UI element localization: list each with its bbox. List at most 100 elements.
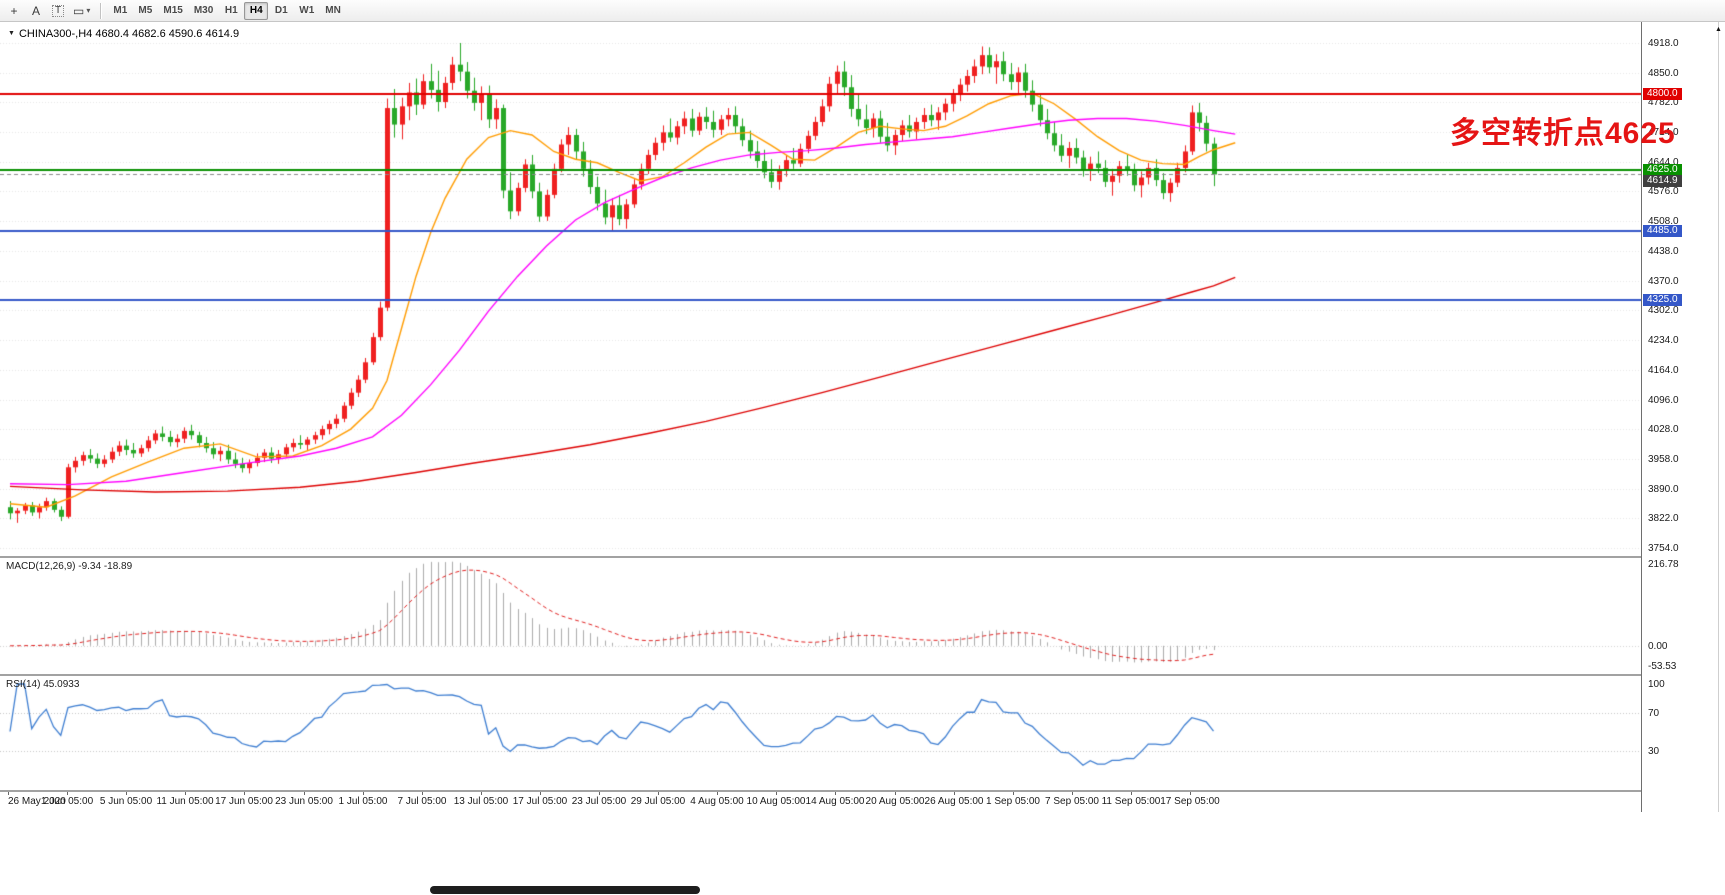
macd-canvas[interactable]: [0, 558, 1641, 674]
bottom-scrollbar-thumb[interactable]: [430, 886, 700, 894]
time-axis-label: 23 Jun 05:00: [275, 796, 333, 807]
price-tick-label: 4370.0: [1648, 275, 1679, 287]
price-tick-label: 4096.0: [1648, 394, 1679, 406]
rsi-panel: RSI(14) 45.0933: [0, 676, 1641, 790]
price-tick-label: 4164.0: [1648, 365, 1679, 377]
time-axis-label: 5 Jun 05:00: [99, 796, 153, 807]
crosshair-tool-button[interactable]: +: [4, 2, 24, 20]
price-tick-label: 4850.0: [1648, 67, 1679, 79]
time-axis[interactable]: 26 May 2020 1 Jun 05:00 5 Jun 05:00 11 Jun …: [0, 792, 1641, 812]
text-tool-icon: A: [31, 3, 40, 18]
time-axis-tick: [1072, 792, 1073, 795]
time-axis-tick: [954, 792, 955, 795]
shapes-tool-button[interactable]: ▭ ▾: [70, 2, 93, 20]
time-axis-label: 10 Aug 05:00: [746, 796, 806, 807]
timeframe-button-h1[interactable]: H1: [219, 2, 243, 20]
rsi-scale-label: 100: [1648, 679, 1665, 690]
rsi-canvas[interactable]: [0, 676, 1641, 790]
price-tick-label: 4782.0: [1648, 97, 1679, 108]
timeframe-button-m1[interactable]: M1: [108, 2, 132, 20]
time-axis-tick: [185, 792, 186, 795]
time-axis-tick: [363, 792, 364, 795]
time-axis-label: 7 Sep 05:00: [1045, 796, 1099, 807]
time-axis-tick: [244, 792, 245, 795]
text-label-icon: T: [51, 4, 65, 17]
timeframe-button-w1[interactable]: W1: [294, 2, 319, 20]
timeframe-button-m30[interactable]: M30: [189, 2, 218, 20]
timeframe-button-m15[interactable]: M15: [158, 2, 187, 20]
hline-price-box: 4625.0: [1643, 164, 1682, 177]
time-axis-label: 4 Aug 05:00: [690, 796, 744, 807]
time-axis-tick: [422, 792, 423, 795]
price-axis[interactable]: 4918.0 4850.0 4782.0 4714.0 4644.0 4576.0 4508…: [1641, 22, 1719, 812]
time-axis-label: 29 Jul 05:00: [630, 796, 686, 807]
annotation-text: 多空转折点4625: [1450, 117, 1676, 150]
toolbar-separator: [100, 2, 102, 19]
time-axis-label: 23 Jul 05:00: [571, 796, 627, 807]
time-axis-tick: [126, 792, 127, 795]
time-axis-label: 20 Aug 05:00: [865, 796, 925, 807]
price-tick-label: 4644.0: [1648, 156, 1679, 168]
price-tick-label: 3890.0: [1648, 483, 1679, 495]
time-axis-label: 17 Jul 05:00: [512, 796, 568, 807]
bottom-strip: [0, 812, 1725, 895]
timeframe-group: M1 M5 M15 M30 H1 H4 D1 W1 MN: [108, 1, 346, 20]
time-axis-tick: [1190, 792, 1191, 795]
time-axis-label: 26 May 2020: [8, 796, 66, 807]
chart-title-text: CHINA300-,H4 4680.4 4682.6 4590.6 4614.9: [18, 28, 240, 40]
hline-price-box: 4800.0: [1643, 88, 1682, 101]
price-tick-label: 4438.0: [1648, 246, 1679, 258]
chart-dropdown-icon[interactable]: ▼: [8, 30, 15, 37]
price-tick-label: 3958.0: [1648, 454, 1679, 466]
time-axis-tick: [8, 792, 9, 795]
macd-scale-zero: 0.00: [1648, 640, 1668, 652]
timeframe-button-mn[interactable]: MN: [320, 2, 346, 20]
time-axis-tick: [67, 792, 68, 795]
crosshair-icon: +: [10, 3, 18, 18]
text-label-tool-button[interactable]: T: [48, 2, 68, 20]
time-axis-tick: [1131, 792, 1132, 795]
rsi-scale-label: 30: [1648, 745, 1660, 757]
time-axis-label: 1 Sep 05:00: [986, 796, 1040, 807]
price-tick-label: 4714.0: [1648, 126, 1679, 138]
price-chart-panel: ▼ CHINA300-,H4 4680.4 4682.6 4590.6 4614.…: [0, 22, 1675, 556]
rsi-label: RSI(14) 45.0933: [6, 679, 80, 690]
price-tick-label: 4234.0: [1648, 334, 1679, 346]
time-axis-tick: [481, 792, 482, 795]
macd-label: MACD(12,26,9) -9.34 -18.89: [6, 561, 133, 572]
timeframe-button-h4[interactable]: H4: [244, 1, 269, 20]
time-axis-label: 26 Aug 05:00: [924, 796, 984, 807]
time-axis-label: 11 Jun 05:00: [156, 796, 214, 807]
time-axis-tick: [895, 792, 896, 795]
timeframe-button-m5[interactable]: M5: [133, 2, 157, 20]
price-chart-canvas[interactable]: [0, 22, 1641, 556]
right-edge-strip: ▲: [1715, 22, 1725, 812]
hline-price-box: 4325.0: [1643, 294, 1682, 307]
time-axis-label: 13 Jul 05:00: [453, 796, 509, 807]
current-price-box: 4614.9: [1643, 175, 1682, 188]
text-tool-button[interactable]: A: [26, 2, 46, 20]
price-tick-label: 4576.0: [1648, 186, 1679, 198]
panel-separator[interactable]: [0, 790, 1725, 792]
panel-separator[interactable]: [0, 556, 1725, 558]
shapes-icon: ▭: [73, 3, 85, 18]
time-axis-label: 11 Sep 05:00: [1101, 796, 1161, 807]
timeframe-button-d1[interactable]: D1: [269, 2, 293, 20]
price-tick-label: 3754.0: [1648, 543, 1679, 554]
macd-panel: MACD(12,26,9) -9.34 -18.89: [0, 558, 1641, 674]
price-tick-label: 4918.0: [1648, 38, 1679, 49]
time-axis-label: 1 Jul 05:00: [338, 796, 388, 807]
panel-separator[interactable]: [0, 674, 1725, 676]
time-axis-tick: [717, 792, 718, 795]
scale-marker-icon: ▲: [1715, 26, 1722, 33]
price-tick-label: 4508.0: [1648, 215, 1679, 227]
time-axis-tick: [776, 792, 777, 795]
time-axis-label: 17 Jun 05:00: [215, 796, 273, 807]
dropdown-caret-icon: ▾: [86, 6, 91, 15]
hline-price-box: 4485.0: [1643, 224, 1682, 237]
time-axis-label: 1 Jun 05:00: [40, 796, 94, 807]
price-tick-label: 4028.0: [1648, 424, 1679, 436]
time-axis-tick: [599, 792, 600, 795]
macd-scale-min: -53.53: [1648, 661, 1677, 672]
